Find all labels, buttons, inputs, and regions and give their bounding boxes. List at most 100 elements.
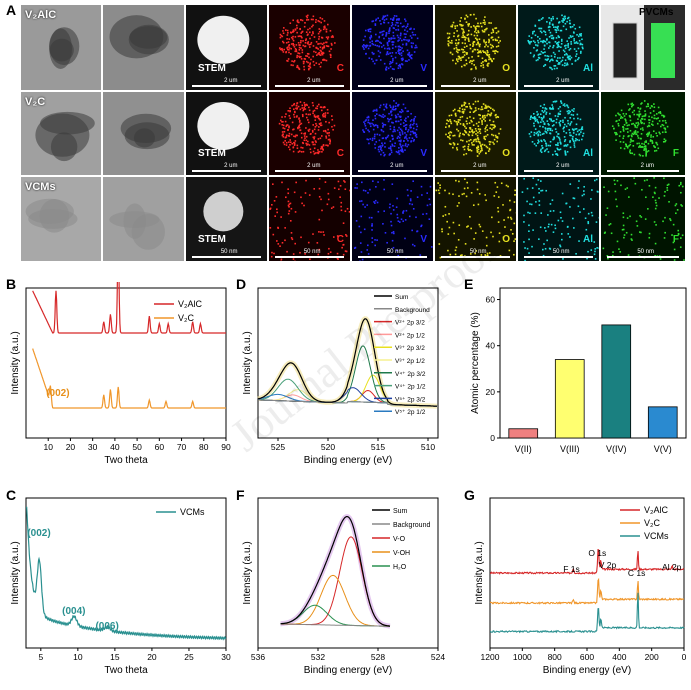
map-dot: [430, 246, 433, 248]
map-dot: [478, 38, 481, 41]
map-dot: [643, 179, 646, 182]
map-dot: [413, 117, 416, 120]
map-dot: [382, 223, 384, 225]
map-dot: [412, 127, 415, 130]
map-dot: [345, 235, 348, 237]
map-dot: [474, 138, 477, 141]
map-dot: [459, 20, 461, 22]
map-dot: [439, 184, 441, 187]
map-dot: [390, 18, 392, 20]
map-dot: [680, 204, 682, 206]
map-dot: [536, 142, 539, 144]
map-dot: [287, 204, 290, 207]
map-dot: [554, 28, 557, 31]
map-dot: [454, 108, 456, 111]
map-dot: [298, 68, 301, 71]
map-dot: [447, 43, 450, 45]
map-dot: [609, 261, 611, 262]
map-dot: [307, 53, 310, 55]
map-dot: [530, 131, 533, 133]
map-dot: [488, 147, 491, 150]
map-dot: [477, 203, 480, 206]
map-dot: [510, 228, 512, 231]
map-dot: [313, 114, 316, 116]
x-tick-label: 80: [199, 442, 209, 452]
y-tick-label: 40: [486, 341, 496, 351]
map-dot: [348, 211, 350, 213]
map-dot: [652, 130, 655, 133]
map-dot: [664, 119, 667, 122]
map-dot: [463, 148, 466, 151]
map-dot: [478, 45, 481, 48]
map-dot: [466, 117, 469, 120]
map-dot: [570, 43, 573, 45]
map-dot: [313, 109, 316, 112]
map-dot: [472, 41, 475, 43]
map-dot: [543, 243, 545, 245]
map-dot: [542, 111, 545, 114]
map-dot: [311, 131, 314, 133]
map-dot: [513, 253, 515, 256]
map-dot: [387, 21, 390, 24]
map-dot: [654, 146, 656, 149]
stem-particle-shape: [203, 191, 244, 232]
map-dot: [367, 28, 370, 31]
map-dot: [314, 21, 317, 23]
map-dot: [492, 39, 494, 41]
map-dot: [408, 53, 410, 55]
map-dot: [298, 35, 301, 37]
map-dot: [540, 189, 542, 192]
map-dot: [463, 103, 466, 106]
map-dot: [325, 137, 328, 139]
map-dot: [303, 57, 306, 60]
map-dot: [659, 111, 662, 113]
map-dot: [553, 65, 556, 67]
map-dot: [399, 32, 402, 35]
scale-bar: [441, 170, 510, 172]
map-dot: [324, 130, 327, 133]
map-dot: [397, 50, 399, 52]
map-dot: [383, 21, 385, 24]
map-dot: [529, 118, 532, 120]
map-dot: [565, 44, 567, 47]
map-dot: [477, 145, 479, 148]
map-dot: [374, 143, 376, 146]
map-dot: [316, 242, 319, 244]
map-dot: [635, 122, 638, 124]
map-dot: [647, 208, 649, 210]
annotation: O 1s: [588, 548, 606, 558]
map-dot: [326, 132, 329, 134]
map-dot: [462, 56, 465, 58]
map-dot: [662, 124, 665, 127]
map-dot: [319, 54, 322, 56]
map-dot: [529, 41, 531, 43]
map-dot: [643, 122, 645, 125]
map-dot: [277, 243, 280, 245]
map-dot: [532, 229, 534, 231]
map-dot: [372, 110, 375, 112]
map-dot: [574, 27, 577, 30]
panel-a-cell-tem: V₂C: [20, 91, 102, 176]
map-dot: [549, 140, 552, 143]
y-tick-label: 60: [486, 295, 496, 305]
map-dot: [527, 39, 530, 42]
map-dot: [491, 60, 493, 63]
map-dot: [382, 15, 385, 18]
cell-label: Al: [583, 148, 593, 159]
map-dot: [329, 56, 332, 58]
x-tick-label: 600: [580, 652, 594, 662]
map-dot: [565, 132, 568, 134]
map-dot: [392, 130, 394, 133]
map-dot: [485, 244, 488, 247]
map-dot: [317, 20, 320, 22]
map-dot: [397, 135, 400, 138]
map-dot: [276, 211, 278, 214]
map-dot: [308, 144, 311, 146]
map-dot: [555, 42, 558, 45]
map-dot: [646, 179, 648, 181]
map-dot: [340, 205, 342, 208]
map-dot: [568, 37, 570, 39]
map-dot: [377, 146, 380, 148]
map-dot: [407, 194, 409, 197]
map-dot: [395, 206, 398, 208]
